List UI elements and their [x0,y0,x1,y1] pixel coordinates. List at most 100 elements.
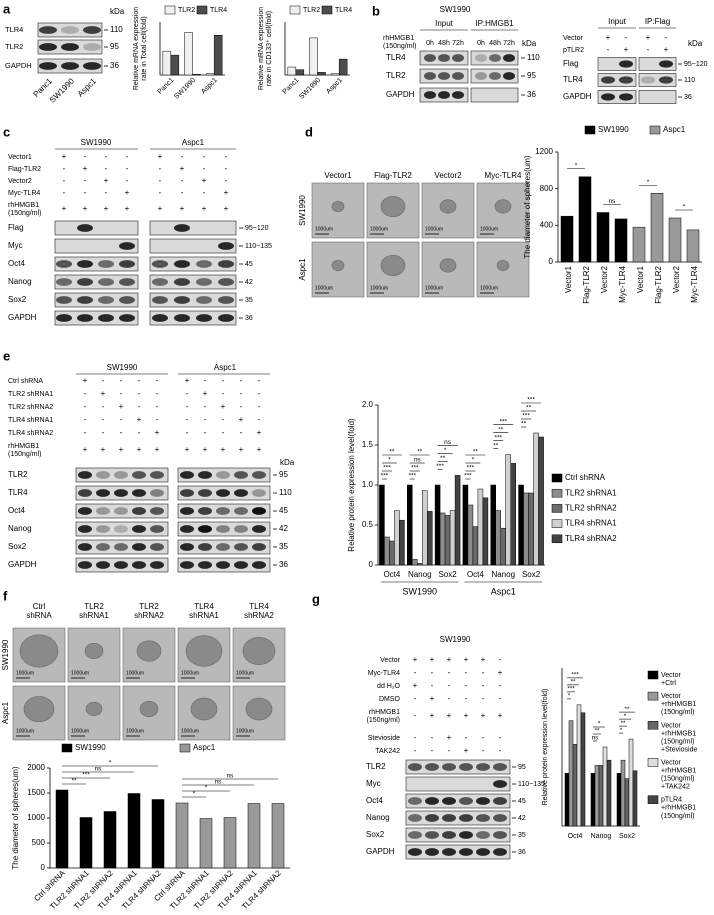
significance-label: *** [494,434,502,441]
treatment-label: rhHMGB1 (150ng/ml) [383,35,416,50]
x-tick-label: Oct4 [467,570,484,579]
condition-label: TAK242 [375,748,400,755]
condition-sign: + [83,164,88,173]
condition-sign: - [431,668,434,677]
cell-line: SW1990 [107,363,138,372]
blot-band [216,543,230,551]
blot-band [114,543,128,551]
blot-band [198,471,212,479]
condition-sign: - [414,711,417,720]
condition-sign: + [430,711,435,720]
condition-sign: + [155,428,160,437]
blot-band [619,93,633,101]
blot-band [98,314,114,322]
condition-sign: + [239,445,244,454]
legend-swatch [551,473,563,483]
blot-band [114,525,128,533]
condition-sign: + [83,445,88,454]
condition-label: dd H₂O [377,683,401,690]
significance-label: ns [414,457,422,464]
blot-row-label: GAPDH [5,61,32,70]
blot-row-label: Sox2 [366,830,385,839]
condition-label: Vector [563,35,584,42]
condition-sign: - [102,415,105,424]
condition-sign: - [84,428,87,437]
kda-label: 36 [245,315,253,322]
condition-sign: - [186,428,189,437]
legend-label: SW1990 [75,743,106,752]
blot-row-label: Nanog [366,813,390,822]
legend-swatch [647,795,659,804]
kda-label: 42 [518,815,526,822]
condition-sign: - [448,681,451,690]
legend-swatch [289,5,301,15]
bar [287,66,297,76]
condition-sign: - [126,164,129,173]
significance-label: ** [473,449,479,456]
blot-band [218,260,234,268]
text-line: Vector [661,672,682,679]
x-tick-label: SW1990 [298,77,322,101]
blot-band [442,814,456,822]
image-column-label: TLR2 shRNA2 [134,602,164,620]
blot-band [641,76,655,84]
blot-band [234,471,248,479]
blot-band [119,260,135,268]
x-tick-label: Myc-TLR4 [618,265,627,302]
condition-sign: - [156,415,159,424]
condition-sign: - [84,415,87,424]
blot-row-label: GAPDH [8,313,37,322]
blot-band [180,561,194,569]
legend-label: TLR2 shRNA1 [565,488,617,497]
blot-band [114,561,128,569]
blot-band [493,763,507,771]
condition-sign: - [120,428,123,437]
blot-band [196,296,212,304]
y-axis-label: The diameter of spheres(um) [523,155,532,258]
significance-label: *** [436,463,444,470]
condition-sign: - [499,733,502,742]
kda-label: 42 [245,279,253,286]
condition-sign: + [185,445,190,454]
y-axis-label: The diameter of spheres(um) [11,766,20,869]
blot-band [425,831,439,839]
text-line: (150ng/ml) [661,813,694,820]
significance-label: ** [498,426,504,433]
kda-label: 95 [110,42,119,51]
legend-swatch [179,743,191,753]
blot-row-label: Myc [366,779,381,788]
image-column-label: Myc-TLR4 [485,171,522,180]
condition-sign: + [498,711,503,720]
blot-band [493,814,507,822]
condition-label: Myc-TLR4 [8,190,40,197]
text-line: Relative mRNA expression [258,7,265,90]
text-line: (150ng/ml) [661,775,694,782]
legend-label: Ctrl shRNA [565,473,606,482]
condition-sign: + [137,445,142,454]
blot-band [150,543,164,551]
condition-sign: - [431,733,434,742]
condition-sign: + [464,655,469,664]
blot-band [150,525,164,533]
blot-band [174,296,190,304]
condition-sign: - [482,694,485,703]
image-column-label: Ctrl shRNA [26,602,52,620]
blot-band [56,260,72,268]
blot-band [438,72,450,80]
blot-band [39,26,57,34]
bar [127,793,141,869]
blot-band [459,814,473,822]
y-axis-label: Relative mRNA expressionrate in Total ce… [133,7,148,90]
blot-band [475,72,487,80]
sphere [19,634,59,668]
significance-label: *** [499,418,507,425]
blot-band [96,489,110,497]
condition-sign: - [482,681,485,690]
legend-swatch [647,670,659,680]
blot-strip [149,220,237,236]
blot-band [98,296,114,304]
bar [271,803,285,869]
blot-row-label: Myc [8,241,23,250]
kda-label: 110 [279,488,292,497]
significance-label: ** [620,720,626,727]
